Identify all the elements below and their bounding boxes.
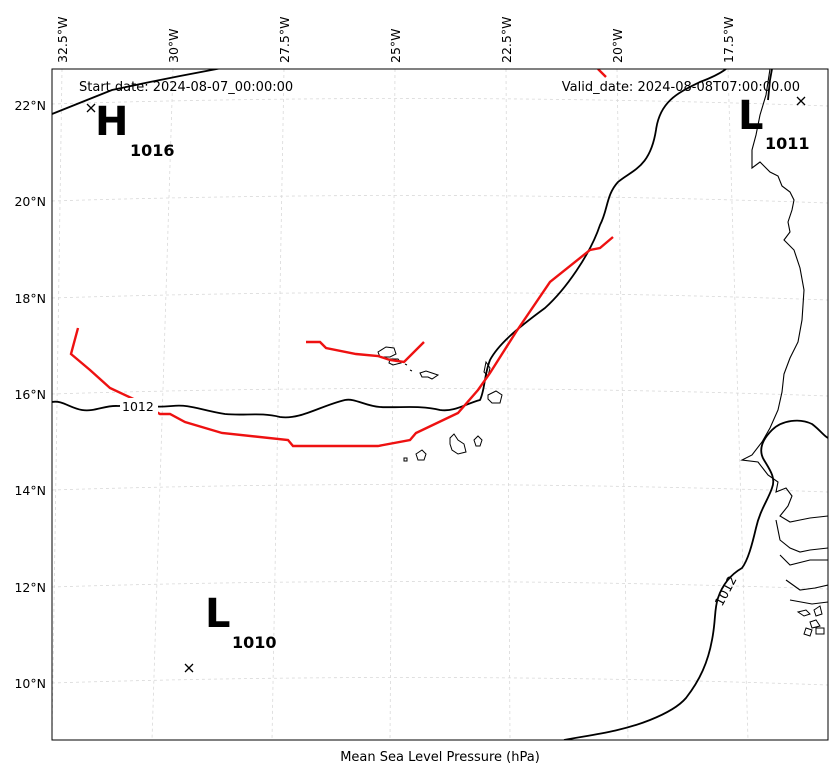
low-center-letter-ne: L xyxy=(738,93,764,139)
lon-tick-label: 20°W xyxy=(610,28,625,63)
gridline-lon-22.5 xyxy=(505,69,511,740)
pressure-center-markers xyxy=(86,96,806,673)
gridline-lat-18 xyxy=(52,292,828,301)
gridline-lon-32.5 xyxy=(52,69,63,740)
gridline-lat-14 xyxy=(52,484,828,493)
bissagos-islands xyxy=(796,605,825,637)
lon-tick-label: 17.5°W xyxy=(721,17,736,63)
lat-tick-label: 10°N xyxy=(14,676,46,691)
isobars xyxy=(52,69,828,740)
high-center-letter: H xyxy=(95,99,128,145)
contour-label-bg xyxy=(120,398,158,414)
lon-tick-label: 25°W xyxy=(388,28,403,63)
low-center-marker-ne xyxy=(796,96,806,106)
low-center-value-sw: 1010 xyxy=(232,633,277,652)
gridline-lat-20 xyxy=(52,195,828,204)
trough-west xyxy=(69,236,614,448)
isobar-north xyxy=(52,69,222,115)
lat-tick-label: 22°N xyxy=(14,98,46,113)
low-center-marker-sw xyxy=(184,663,194,673)
gridline-lat-16 xyxy=(52,388,828,397)
isobar-1012-south xyxy=(52,69,727,419)
start-date-label: Start date: 2024-08-07_00:00:00 xyxy=(79,80,293,95)
map-xlabel: Mean Sea Level Pressure (hPa) xyxy=(340,750,540,765)
gridline-lon-20 xyxy=(616,69,629,740)
lat-tick-label: 12°N xyxy=(14,580,46,595)
lat-tick-label: 20°N xyxy=(14,194,46,209)
lat-tick-label: 18°N xyxy=(14,291,46,306)
lon-tick-label: 32.5°W xyxy=(55,17,70,63)
contour-label: 1012 xyxy=(122,399,154,414)
gridline-lat-12 xyxy=(52,581,828,590)
lat-tick-labels: 22°N 20°N 18°N 16°N 14°N 12°N 10°N xyxy=(14,98,46,691)
lon-tick-label: 22.5°W xyxy=(499,17,514,63)
isobar-1012-east xyxy=(563,419,828,740)
high-center-marker xyxy=(86,103,96,113)
gridlines xyxy=(52,69,828,740)
gridline-lon-27.5 xyxy=(271,69,285,740)
high-center-value: 1016 xyxy=(130,141,175,160)
cape-verde-islands xyxy=(377,346,503,462)
gridline-lon-17.5 xyxy=(727,69,749,740)
map-frame xyxy=(51,68,829,741)
gambia-coast xyxy=(775,519,828,605)
lon-tick-label: 27.5°W xyxy=(277,17,292,63)
gridline-lon-25 xyxy=(389,69,396,740)
gridline-lat-10 xyxy=(52,677,828,686)
lat-tick-label: 16°N xyxy=(14,387,46,402)
isobar-low-ne xyxy=(767,69,773,101)
trough-cape-verde xyxy=(306,340,425,364)
gridline-lon-30 xyxy=(151,69,174,740)
contour-label: 1012 xyxy=(711,573,739,608)
lat-tick-label: 14°N xyxy=(14,483,46,498)
africa-coastline xyxy=(740,69,828,523)
trough-north xyxy=(597,69,607,78)
lon-tick-labels: 32.5°W 30°W 27.5°W 25°W 22.5°W 20°W 17.5… xyxy=(55,17,736,63)
low-center-letter-sw: L xyxy=(205,591,231,637)
lon-tick-label: 30°W xyxy=(166,28,181,63)
low-center-value-ne: 1011 xyxy=(765,134,810,153)
trough-lines xyxy=(69,69,614,448)
valid-date-label: Valid_date: 2024-08-08T07:00:00.00 xyxy=(562,80,800,95)
gridline-lat-22 xyxy=(52,98,828,107)
